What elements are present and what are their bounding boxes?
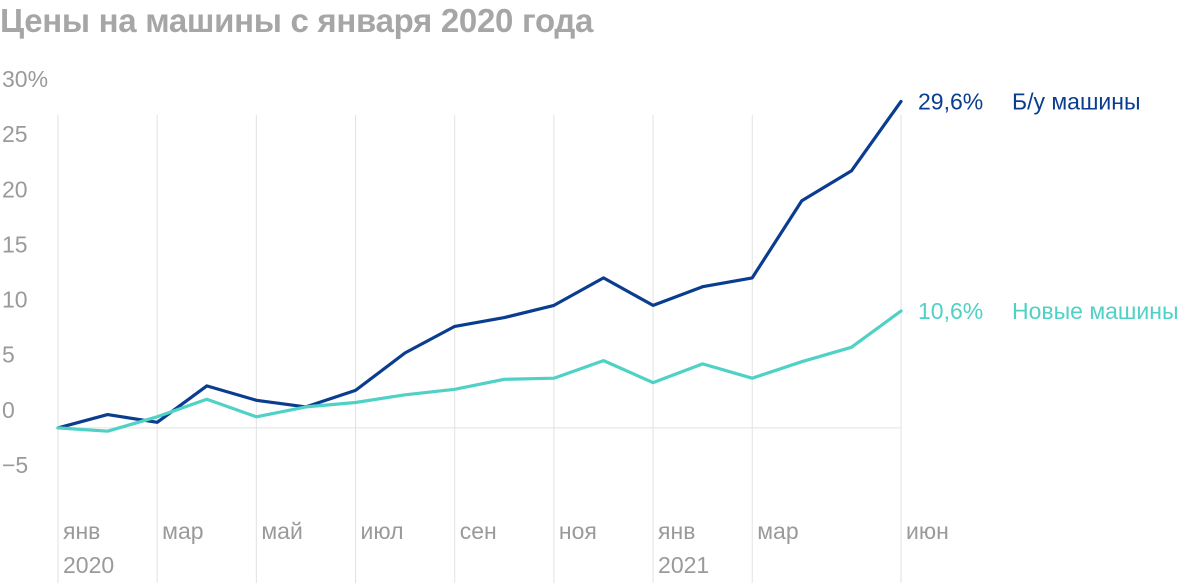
x-tick-label: янв xyxy=(63,518,100,544)
x-tick-label: июл xyxy=(361,518,404,544)
x-tick-label: янв xyxy=(658,518,695,544)
x-tick-label: сен xyxy=(460,518,497,544)
x-tick-label: май xyxy=(261,518,302,544)
x-tick-label: ноя xyxy=(559,518,597,544)
x-axis-ticks: янв 2020 мар май июл сен ноя янв 2021 мар июн xyxy=(63,518,949,578)
series-name-label: Новые машины xyxy=(1012,298,1178,324)
y-tick-label: 5 xyxy=(2,342,15,368)
chart-title: Цены на машины с января 2020 года xyxy=(0,2,594,39)
y-axis-ticks: 30% 25 20 15 10 5 0 −5 xyxy=(2,66,48,478)
y-tick-label: −5 xyxy=(2,452,28,478)
y-tick-label: 25 xyxy=(2,121,28,147)
y-tick-label: 20 xyxy=(2,176,28,202)
y-tick-label: 0 xyxy=(2,397,15,423)
x-tick-year: 2021 xyxy=(658,552,709,578)
series-line-1 xyxy=(56,99,903,430)
x-tick-label: мар xyxy=(757,518,798,544)
x-tick-label: мар xyxy=(162,518,203,544)
y-tick-label: 15 xyxy=(2,231,28,257)
series-line-2 xyxy=(56,309,903,433)
series-end-labels: 29,6% Б/у машины 10,6% Новые машины xyxy=(918,88,1178,324)
grid-lines xyxy=(57,115,902,583)
series-end-value: 29,6% xyxy=(918,88,983,114)
x-tick-year: 2020 xyxy=(63,552,114,578)
x-tick-label: июн xyxy=(906,518,949,544)
y-tick-label: 10 xyxy=(2,287,28,313)
series-lines xyxy=(56,99,903,433)
y-tick-label: 30% xyxy=(2,66,48,92)
series-end-value: 10,6% xyxy=(918,298,983,324)
series-name-label: Б/у машины xyxy=(1012,88,1141,114)
